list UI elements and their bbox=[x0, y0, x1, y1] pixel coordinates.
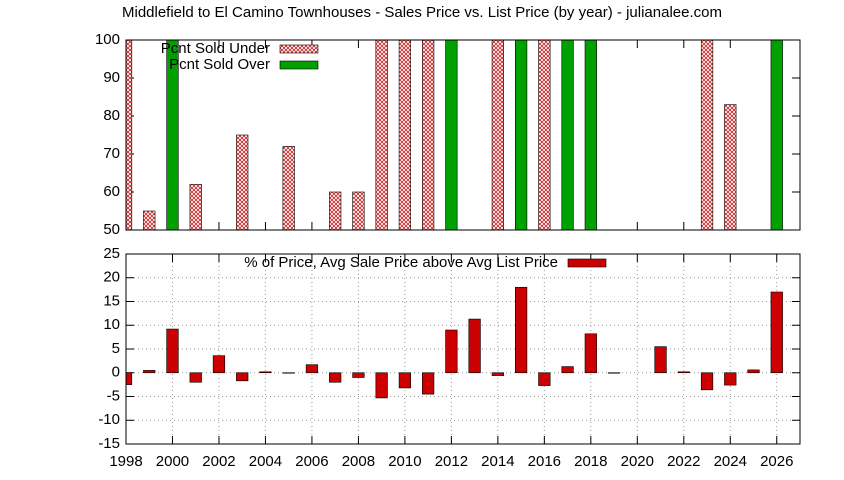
bar bbox=[398, 372, 412, 389]
bar bbox=[584, 40, 597, 230]
bar bbox=[724, 104, 737, 230]
y-tick-label: 70 bbox=[103, 145, 120, 162]
bar bbox=[445, 329, 458, 374]
plot-area bbox=[126, 40, 783, 230]
bar bbox=[329, 191, 342, 230]
x-tick-label: 2004 bbox=[249, 453, 282, 470]
bar bbox=[189, 184, 202, 230]
bar bbox=[236, 372, 249, 382]
legend-swatch bbox=[567, 258, 607, 268]
x-tick-label: 2000 bbox=[156, 453, 189, 470]
bar bbox=[398, 40, 412, 230]
bar bbox=[514, 286, 528, 374]
y-tick-label: -5 bbox=[107, 387, 120, 404]
bar bbox=[538, 40, 551, 230]
bar bbox=[375, 40, 388, 230]
bar bbox=[561, 40, 574, 230]
y-tick-label: 80 bbox=[103, 107, 120, 124]
x-tick-label: 2002 bbox=[202, 453, 235, 470]
bar bbox=[770, 40, 783, 230]
plot-area bbox=[126, 286, 783, 399]
bar bbox=[212, 355, 226, 374]
x-tick-label: 2008 bbox=[342, 453, 375, 470]
x-tick-label: 2012 bbox=[435, 453, 468, 470]
bar bbox=[375, 372, 388, 399]
x-tick-label: 2024 bbox=[714, 453, 747, 470]
bar bbox=[468, 318, 481, 374]
bar bbox=[677, 371, 690, 374]
x-tick-label: 1998 bbox=[109, 453, 142, 470]
x-tick-label: 2014 bbox=[481, 453, 514, 470]
x-tick-label: 2010 bbox=[388, 453, 421, 470]
legend-label: Pcnt Sold Under bbox=[161, 40, 270, 57]
bar bbox=[126, 40, 133, 230]
bar bbox=[514, 40, 528, 230]
bar bbox=[305, 364, 319, 374]
y-tick-label: 100 bbox=[95, 31, 120, 48]
y-tick-label: 60 bbox=[103, 183, 120, 200]
bar bbox=[282, 146, 295, 230]
legend-swatch bbox=[279, 60, 319, 70]
plot-frame bbox=[125, 253, 801, 445]
x-tick-label: 2020 bbox=[621, 453, 654, 470]
y-tick-label: 90 bbox=[103, 69, 120, 86]
y-tick-label: 0 bbox=[112, 364, 120, 381]
bar bbox=[422, 40, 435, 230]
bar bbox=[352, 191, 365, 230]
x-tick-label: 2018 bbox=[574, 453, 607, 470]
bar bbox=[700, 372, 714, 391]
bar bbox=[166, 328, 179, 374]
bar bbox=[189, 372, 202, 383]
x-tick-label: 2026 bbox=[760, 453, 793, 470]
bar bbox=[143, 370, 156, 374]
bar bbox=[143, 210, 156, 230]
bar bbox=[422, 372, 435, 395]
bar bbox=[700, 40, 714, 230]
y-tick-label: 10 bbox=[103, 316, 120, 333]
bar bbox=[561, 366, 574, 374]
bar bbox=[259, 371, 272, 374]
bar bbox=[491, 372, 504, 376]
bar bbox=[329, 372, 342, 383]
bar bbox=[126, 372, 133, 385]
legend-label: % of Price, Avg Sale Price above Avg Lis… bbox=[244, 254, 558, 271]
y-tick-label: 20 bbox=[103, 269, 120, 286]
legend-label: Pcnt Sold Over bbox=[169, 56, 270, 73]
y-tick-label: 5 bbox=[112, 340, 120, 357]
bar bbox=[747, 369, 760, 374]
plot-frame bbox=[125, 39, 801, 231]
legend-swatch bbox=[279, 44, 319, 54]
bar bbox=[491, 40, 504, 230]
bar bbox=[236, 134, 249, 230]
bar bbox=[166, 40, 179, 230]
x-tick-label: 2016 bbox=[528, 453, 561, 470]
y-tick-label: 15 bbox=[103, 292, 120, 309]
bar bbox=[584, 333, 597, 374]
bar bbox=[770, 291, 783, 374]
bar bbox=[724, 372, 737, 386]
y-tick-label: -15 bbox=[98, 435, 120, 452]
x-tick-label: 2022 bbox=[667, 453, 700, 470]
bar bbox=[445, 40, 458, 230]
bar bbox=[352, 372, 365, 378]
y-tick-label: -10 bbox=[98, 411, 120, 428]
bar bbox=[538, 372, 551, 386]
y-tick-label: 25 bbox=[103, 245, 120, 262]
x-tick-label: 2006 bbox=[295, 453, 328, 470]
y-tick-label: 50 bbox=[103, 221, 120, 238]
chart-title: Middlefield to El Camino Townhouses - Sa… bbox=[122, 4, 722, 21]
bar bbox=[654, 346, 667, 374]
